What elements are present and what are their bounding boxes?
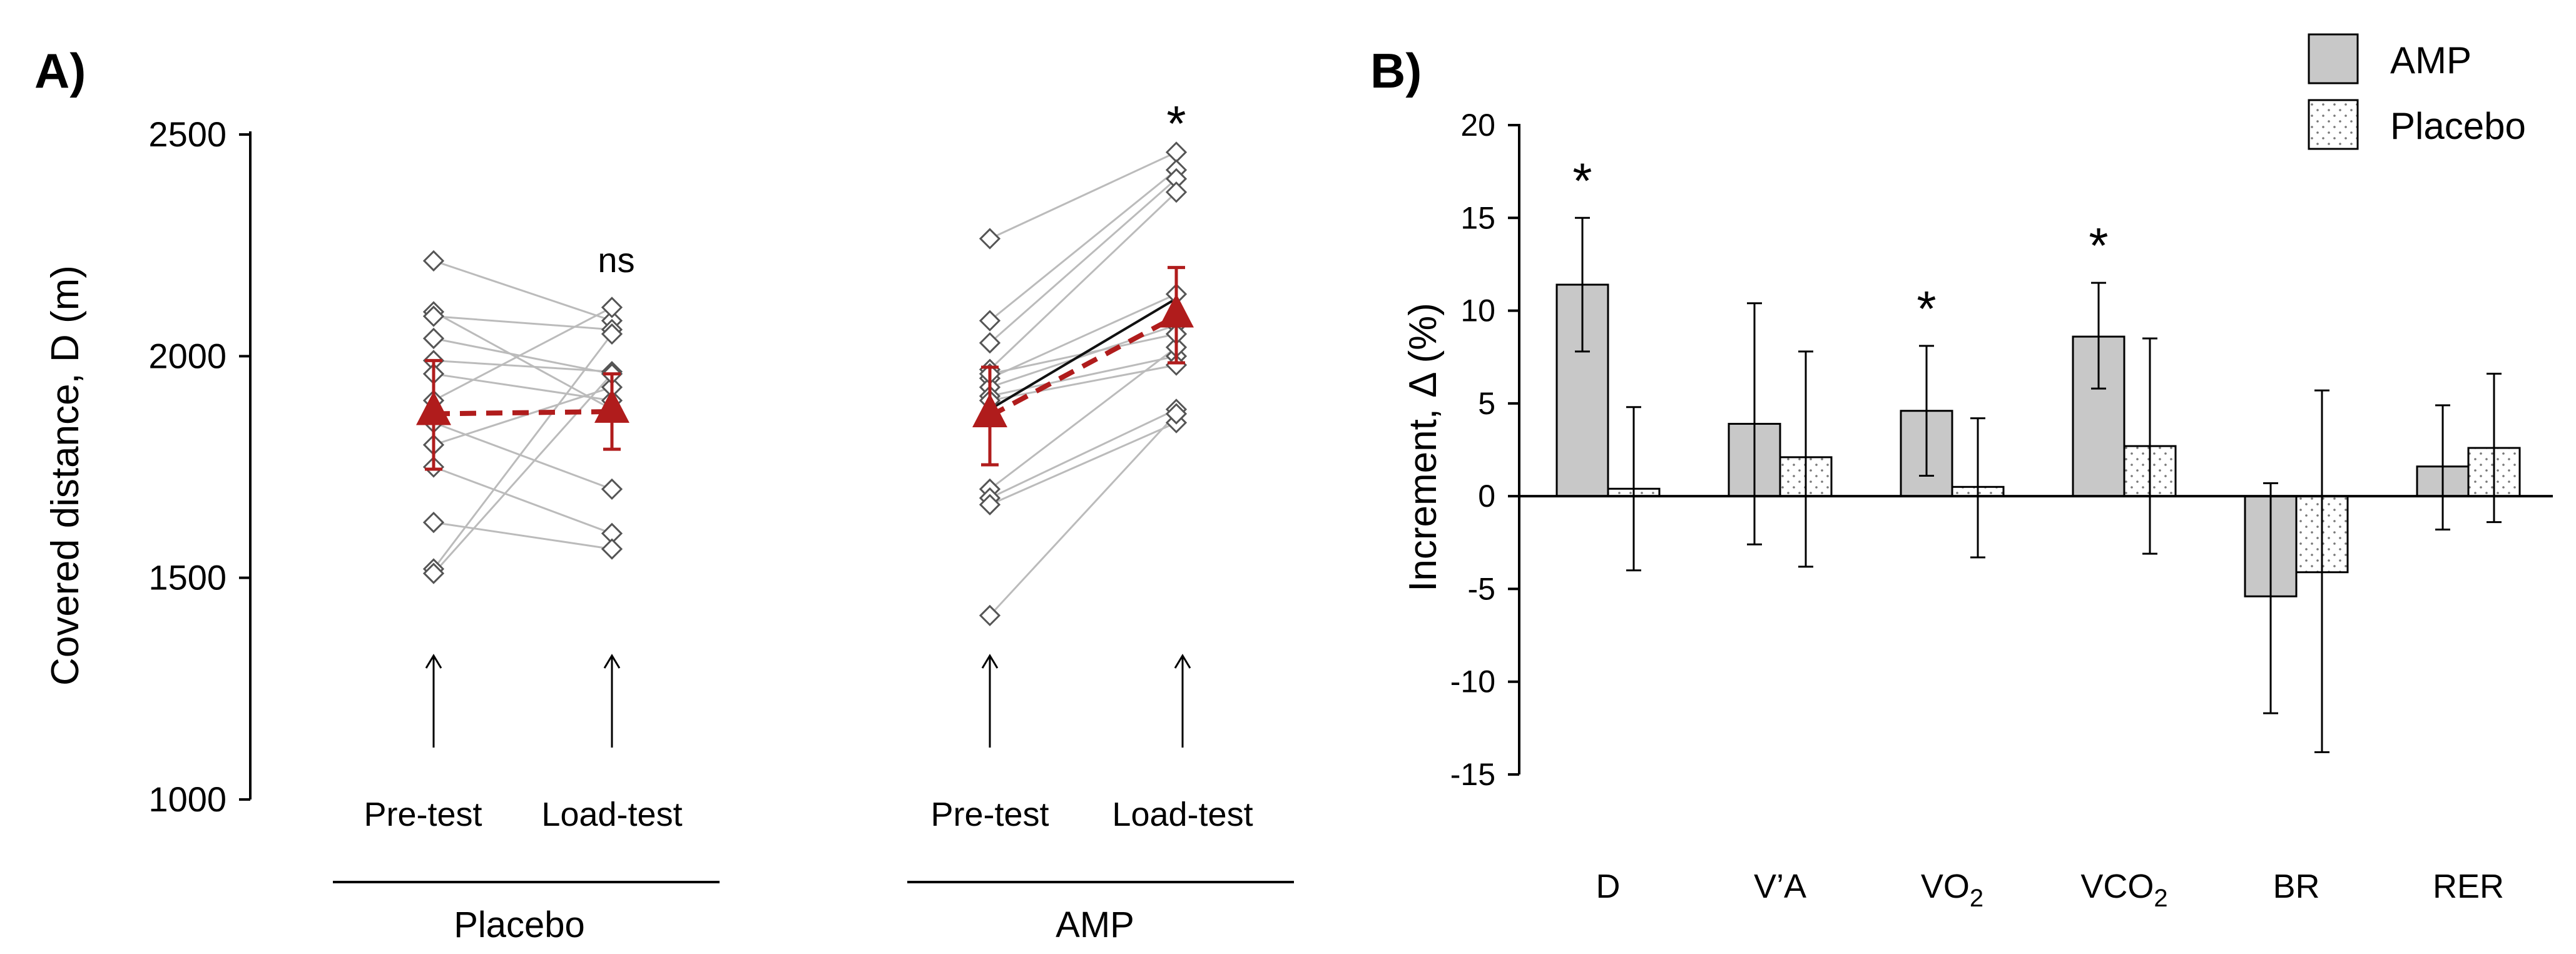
- panel-a: A) Covered distance, D (m) 1000 1500 2000 2…: [34, 43, 1294, 945]
- individual-line: [989, 178, 1177, 344]
- legend-amp-swatch: [2308, 33, 2359, 84]
- individual-line: [989, 151, 1177, 240]
- individual-line: [989, 293, 1177, 380]
- panel-a-ylabel: Covered distance, D (m): [44, 265, 87, 686]
- a-ytick-label: 2000: [148, 336, 227, 375]
- individual-line: [989, 346, 1177, 490]
- b-ytick-label: -10: [1450, 664, 1495, 699]
- individual-line: [989, 324, 1177, 388]
- highlight-line: [989, 297, 1178, 411]
- individual-line: [433, 307, 613, 402]
- individual-line: [433, 521, 613, 551]
- b-ytick-label: 0: [1478, 479, 1495, 514]
- placebo-pre-label: Pre-test: [364, 796, 482, 833]
- individual-line: [433, 359, 613, 373]
- category-label: V’A: [1754, 868, 1806, 905]
- individual-line: [989, 191, 1178, 370]
- panel-b-label: B): [1370, 43, 1422, 98]
- individual-line: [433, 386, 613, 446]
- individual-marker: [422, 250, 445, 272]
- mean-marker: [594, 388, 629, 423]
- individual-line: [433, 311, 613, 410]
- individual-line: [989, 408, 1177, 499]
- placebo-ns-annotation: ns: [598, 240, 634, 280]
- category-label: VCO2: [2080, 868, 2167, 912]
- a-ytick-label: 2500: [148, 114, 227, 154]
- significance-star: *: [2089, 218, 2108, 273]
- b-ytick-label: 20: [1460, 108, 1495, 143]
- b-ytick-label: 5: [1478, 386, 1495, 421]
- b-ytick-label: 10: [1460, 293, 1495, 328]
- individual-marker: [979, 604, 1001, 627]
- individual-marker: [601, 323, 623, 345]
- individual-marker: [422, 305, 445, 327]
- individual-line: [989, 364, 1177, 402]
- panel-b-ylabel: Increment, Δ (%): [1402, 303, 1445, 592]
- significance-star: *: [1572, 153, 1592, 208]
- individual-marker: [979, 332, 1001, 354]
- arrow-icon: [1174, 654, 1191, 669]
- placebo-group-label: Placebo: [454, 905, 585, 945]
- amp-pre-label: Pre-test: [930, 796, 1049, 833]
- amp-significance-star: *: [1166, 96, 1186, 151]
- mean-line: [433, 408, 613, 417]
- individual-line: [989, 355, 1177, 397]
- individual-marker: [979, 494, 1001, 515]
- individual-line: [432, 373, 613, 574]
- individual-marker: [979, 228, 1001, 250]
- individual-marker: [1165, 181, 1188, 203]
- b-ytick-label: -5: [1468, 571, 1495, 606]
- individual-line: [989, 422, 1177, 506]
- mean-marker: [972, 393, 1007, 428]
- category-label: BR: [2273, 868, 2319, 905]
- individual-marker: [1165, 403, 1188, 425]
- a-ytick-label: 1000: [148, 779, 227, 819]
- category-label: RER: [2433, 868, 2504, 905]
- individual-line: [989, 413, 1178, 616]
- legend-placebo-label: Placebo: [2390, 105, 2526, 147]
- amp-group-label: AMP: [1056, 905, 1134, 945]
- significance-star: *: [1917, 281, 1936, 337]
- b-ytick-label: -15: [1450, 757, 1495, 792]
- individual-marker: [601, 297, 623, 318]
- amp-load-label: Load-test: [1112, 796, 1253, 833]
- legend-placebo-swatch: [2308, 99, 2359, 150]
- arrow-icon: [981, 654, 999, 669]
- individual-marker: [979, 310, 1001, 332]
- mean-line: [989, 314, 1178, 419]
- category-label: VO2: [1921, 868, 1983, 912]
- a-ytick-label: 1500: [148, 558, 227, 597]
- placebo-load-label: Load-test: [541, 796, 682, 833]
- individual-marker: [422, 511, 445, 534]
- legend-amp-label: AMP: [2390, 39, 2472, 81]
- arrow-icon: [603, 654, 621, 669]
- individual-line: [432, 333, 613, 570]
- panel-b: B) Increment, Δ (%) 20 15 10 5 0 -5 -10 -15 * * *…: [1370, 33, 2553, 912]
- individual-line: [433, 337, 613, 375]
- arrow-icon: [425, 654, 442, 669]
- bar-amp: [1555, 283, 1609, 497]
- individual-marker: [601, 478, 623, 500]
- b-ytick-label: 15: [1460, 200, 1495, 235]
- individual-line: [433, 466, 613, 535]
- individual-line: [433, 315, 613, 331]
- individual-line: [989, 169, 1177, 322]
- individual-line: [433, 422, 613, 490]
- individual-line: [433, 260, 613, 322]
- mean-marker: [416, 391, 451, 425]
- mean-marker: [1159, 293, 1194, 328]
- individual-marker: [422, 327, 445, 350]
- individual-marker: [601, 538, 623, 560]
- individual-marker: [422, 562, 445, 584]
- panel-a-label: A): [34, 43, 86, 98]
- category-label: D: [1596, 868, 1621, 905]
